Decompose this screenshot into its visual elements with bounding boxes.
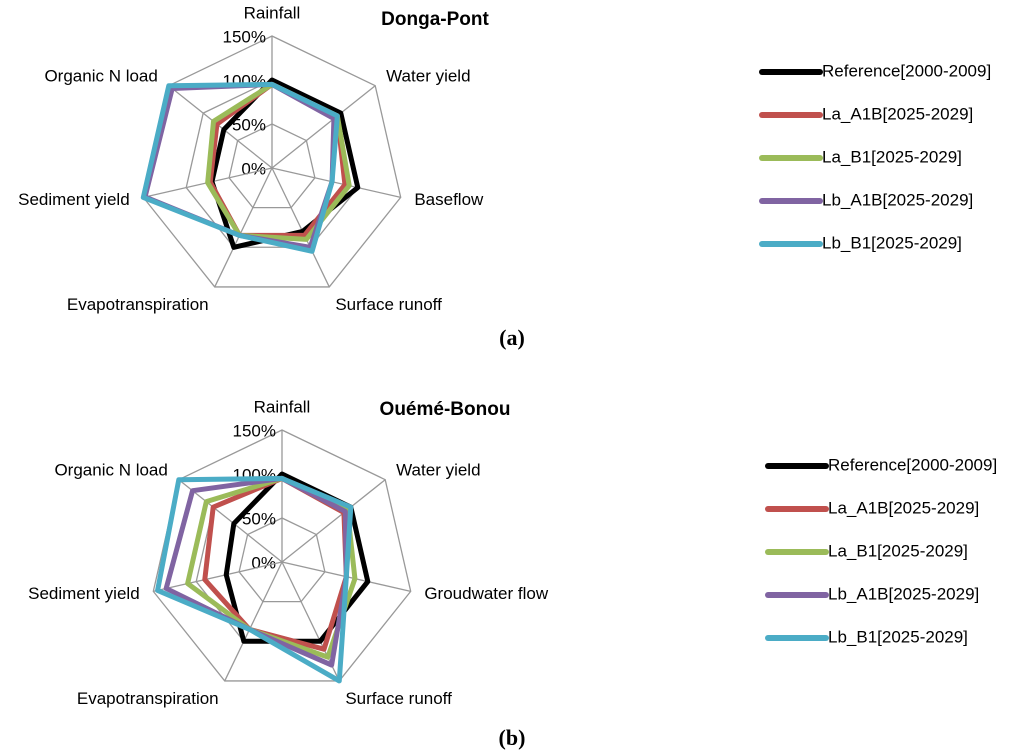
r-tick-label: 50% [242,509,276,528]
category-label: Surface runoff [335,295,442,314]
legend-label: Lb_B1[2025-2029] [822,233,962,252]
chart-title: Donga-Pont [381,9,489,30]
r-tick-label: 0% [241,159,266,178]
series-line [205,81,352,242]
category-label: Water yield [396,460,480,479]
legend-label: La_B1[2025-2029] [828,541,968,560]
legend-label: Reference[2000-2009] [822,61,991,80]
spoke [224,561,283,682]
r-tick-label: 0% [251,553,276,572]
caption: (b) [499,725,526,750]
spoke [281,479,386,563]
grid-ring [238,517,326,603]
category-label: Evapotranspiration [67,295,209,314]
spoke [271,167,330,288]
legend-label: La_A1B[2025-2029] [822,104,973,123]
spoke [168,85,273,169]
spoke [271,85,376,169]
grid-ring [228,123,316,209]
category-label: Baseflow [414,190,484,209]
spoke [178,479,283,563]
category-label: Organic N load [54,460,167,479]
legend-label: La_A1B[2025-2029] [828,498,979,517]
spoke [214,167,273,288]
category-label: Rainfall [244,3,301,22]
spoke [281,561,340,682]
category-label: Sediment yield [28,584,140,603]
legend-label: Reference[2000-2009] [828,455,997,474]
chart-title: Ouémé-Bonou [380,399,511,420]
legend-label: La_B1[2025-2029] [822,147,962,166]
series-line [155,475,354,684]
legend-label: Lb_A1B[2025-2029] [822,190,973,209]
category-label: Groudwater flow [424,584,548,603]
category-label: Evapotranspiration [77,689,219,708]
series-line [140,81,340,254]
legend-label: Lb_A1B[2025-2029] [828,584,979,603]
series-line [163,475,349,668]
spoke [271,167,401,199]
category-label: Sediment yield [18,190,130,209]
r-tick-label: 150% [233,421,276,440]
category-label: Rainfall [254,397,311,416]
r-tick-label: 150% [223,27,266,46]
category-label: Water yield [386,66,470,85]
category-label: Organic N load [44,66,157,85]
r-tick-label: 50% [232,115,266,134]
legend-label: Lb_B1[2025-2029] [828,627,968,646]
spoke [153,561,283,593]
category-label: Surface runoff [345,689,452,708]
caption: (a) [499,325,525,350]
